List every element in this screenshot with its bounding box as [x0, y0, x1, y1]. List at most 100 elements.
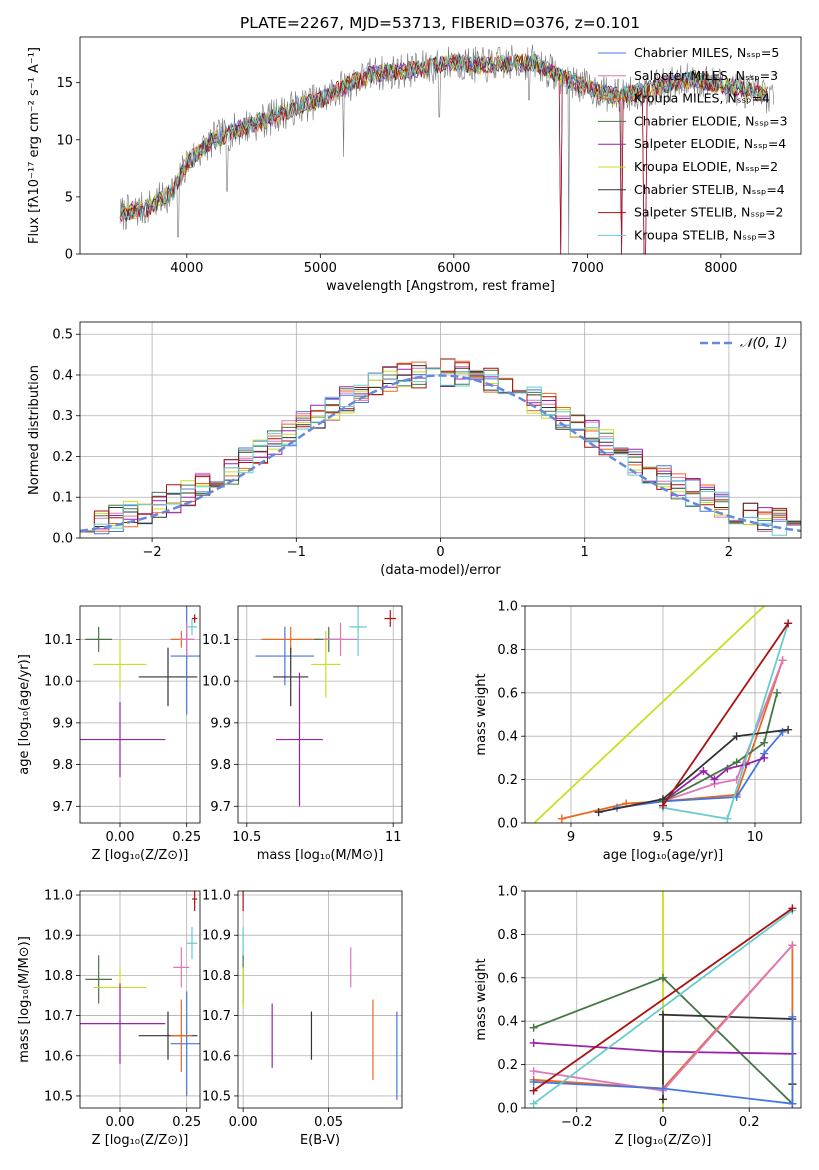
- plot-area: [238, 891, 402, 1108]
- plot-area: [80, 322, 801, 538]
- weight-marker-cE: [773, 688, 782, 697]
- x-axis-label: E(B-V): [300, 1133, 340, 1148]
- y-axis-label: Flux [fλ10⁻¹⁷ erg cm⁻² s⁻¹ A⁻¹]: [27, 47, 42, 244]
- x-axis-label: (data-model)/error: [380, 563, 501, 578]
- weight-marker-cM: [788, 1099, 797, 1108]
- y-tick-label: 10.7: [44, 1009, 73, 1024]
- x-tick-label: 0.00: [229, 1115, 258, 1130]
- weight-marker-sS: [529, 1086, 538, 1095]
- y-tick-label: 0: [65, 248, 73, 263]
- x-tick-label: 9: [567, 830, 575, 845]
- legend-label: Salpeter STELIB, Nₛₛₚ=2: [634, 205, 784, 220]
- y-tick-label: 10.5: [44, 1089, 73, 1104]
- x-axis-label: age [log₁₀(age/yr)]: [603, 848, 724, 863]
- weight-marker-cS: [659, 1010, 667, 1019]
- y-tick-label: 0.6: [497, 971, 518, 986]
- weight-line-cM: [616, 731, 784, 809]
- axes-frame: [237, 890, 403, 1109]
- legend-label: Kroupa STELIB, Nₛₛₚ=3: [634, 227, 775, 242]
- y-tick-label: 0.2: [497, 1058, 518, 1073]
- y-tick-label: 9.7: [52, 800, 73, 815]
- y-tick-label: 11.0: [202, 889, 231, 904]
- x-axis-label: wavelength [Angstrom, rest frame]: [326, 279, 555, 294]
- legend-label: Chabrier STELIB, Nₛₛₚ=4: [634, 182, 785, 197]
- x-tick-label: 10: [747, 830, 764, 845]
- axes-frame: [524, 605, 802, 824]
- y-tick-label: 9.7: [210, 800, 231, 815]
- legend-label: Kroupa MILES, Nₛₛₚ=4: [634, 91, 770, 106]
- weight-line-cS: [598, 728, 789, 813]
- legend-label: Salpeter ELODIE, Nₛₛₚ=4: [634, 136, 786, 151]
- panel-age-vs-Z: 0.00 0.25 9.7 9.8 9.9 10.0 10.1 Z [log₁₀(Z/Z⊙)]…: [17, 605, 201, 863]
- legend-spectrum: Chabrier MILES, Nₛₛₚ=5 Salpeter MILES, Nₛ…: [598, 45, 788, 242]
- y-tick-label: 5: [65, 190, 73, 205]
- weight-marker-kM: [557, 814, 566, 823]
- residual-histogram-kS: [80, 368, 801, 536]
- weight-marker-cM: [529, 1077, 538, 1086]
- weight-line-cM: [533, 1016, 794, 1105]
- panel-residuals: −2 −1 0 1 2 0.0 0.1 0.2 0.3 0.4 0.5 (data-model)/er…: [27, 321, 802, 578]
- x-tick-label: 9.5: [653, 830, 674, 845]
- weight-marker-sE: [699, 766, 708, 775]
- y-tick-label: 1.0: [497, 885, 518, 900]
- y-tick-label: 10.1: [44, 633, 73, 648]
- y-axis-label: mass [log₁₀(M/M⊙)]: [17, 936, 32, 1063]
- x-axis-label: Z [log₁₀(Z/Z⊙)]: [92, 848, 189, 863]
- legend-label: Chabrier MILES, Nₛₛₚ=5: [634, 45, 779, 60]
- weight-marker-sE: [710, 775, 719, 784]
- y-tick-label: 0.8: [497, 643, 518, 658]
- plot-area: [80, 606, 200, 823]
- y-tick-label: 9.9: [52, 716, 73, 731]
- weight-marker-sE: [760, 753, 769, 762]
- x-tick-label: 1: [581, 545, 589, 560]
- y-tick-label: 0.8: [497, 928, 518, 943]
- x-tick-label: 0.25: [172, 1115, 201, 1130]
- x-tick-label: 10.5: [232, 830, 261, 845]
- x-tick-label: 8000: [704, 261, 737, 276]
- x-tick-label: 2: [725, 545, 733, 560]
- y-axis-label: mass weight: [474, 673, 489, 755]
- x-tick-label: −2: [143, 545, 162, 560]
- weight-line-sE: [662, 757, 765, 803]
- y-tick-label: 10.1: [202, 633, 231, 648]
- weight-marker-sM: [529, 1067, 538, 1076]
- weight-marker-cM: [659, 1084, 667, 1093]
- panel-weight-vs-age: 9 9.5 10 0.0 0.2 0.4 0.6 0.8 1.0 age [log₁₀(age/y…: [474, 600, 802, 863]
- panel-age-vs-mass: 10.5 11 9.7 9.8 9.9 10.0 10.1 mass [log₁₀(M/M⊙)…: [202, 605, 403, 863]
- x-tick-label: 7000: [571, 261, 604, 276]
- weight-marker-sM: [788, 941, 797, 950]
- x-tick-label: 5000: [304, 261, 337, 276]
- x-tick-label: 0.00: [106, 1115, 135, 1130]
- weight-marker-kS: [723, 814, 732, 823]
- weight-marker-cS: [659, 1095, 667, 1104]
- panel-mass-vs-Z: 0.00 0.25 10.5 10.6 10.7 10.8 10.9 11.0 Z [log₁₀…: [17, 889, 201, 1148]
- weight-marker-cM: [778, 727, 787, 736]
- y-tick-label: 0.0: [52, 532, 73, 547]
- y-tick-label: 10: [56, 133, 73, 148]
- residual-histogram-kM: [80, 358, 801, 533]
- y-tick-label: 9.8: [52, 758, 73, 773]
- weight-line-sS: [533, 907, 793, 1092]
- figure-title: PLATE=2267, MJD=53713, FIBERID=0376, z=0…: [240, 14, 640, 32]
- y-tick-label: 0.2: [497, 773, 518, 788]
- x-tick-label: −1: [287, 545, 306, 560]
- y-tick-label: 15: [56, 76, 73, 91]
- y-axis-label: age [log₁₀(age/yr)]: [17, 654, 32, 775]
- y-tick-label: 10.6: [202, 1049, 231, 1064]
- weight-marker-sS: [659, 801, 667, 810]
- weight-line-cE: [662, 692, 778, 803]
- legend-label: Kroupa ELODIE, Nₛₛₚ=2: [634, 159, 778, 174]
- weight-marker-sS: [788, 904, 797, 913]
- y-axis-label: mass weight: [474, 958, 489, 1040]
- weight-marker-sE: [529, 1038, 538, 1047]
- x-tick-label: 11: [385, 830, 402, 845]
- x-tick-label: 0.00: [106, 830, 135, 845]
- observed-spectrum-line: [119, 44, 775, 254]
- weight-marker-cM: [788, 1012, 797, 1021]
- plot-area: [238, 606, 402, 823]
- axes-frame: [524, 890, 802, 1109]
- y-tick-label: 9.9: [210, 716, 231, 731]
- y-tick-label: 0.4: [52, 368, 73, 383]
- y-tick-label: 10.9: [44, 929, 73, 944]
